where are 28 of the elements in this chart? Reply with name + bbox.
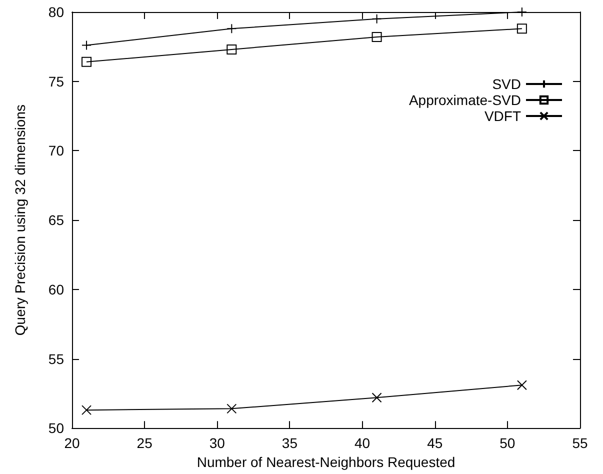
x-tick-label: 45 (427, 435, 443, 452)
y-tick-label: 65 (48, 212, 64, 228)
point (82, 56, 92, 67)
x-tick-label: 55 (572, 435, 588, 452)
point (226, 404, 237, 414)
point (516, 24, 527, 34)
point (82, 405, 92, 416)
y-tick-label: 60 (48, 281, 64, 298)
y-tick-label: 80 (48, 4, 64, 20)
x-tick-label: 30 (209, 435, 226, 452)
x-tick-label: 40 (354, 435, 370, 452)
point (372, 392, 382, 403)
x-tick-label: 35 (282, 435, 298, 452)
x-tick-label: 50 (500, 435, 516, 452)
y-tick-label: 70 (48, 142, 64, 159)
legend-label: SVD (492, 76, 521, 92)
point (226, 44, 237, 54)
y-tick-label: 75 (48, 73, 64, 90)
x-tick-label: 20 (64, 435, 80, 452)
point (516, 380, 527, 390)
legend-label: VDFT (484, 108, 522, 124)
y-tick-label: 55 (48, 350, 64, 367)
y-tick-label: 50 (48, 420, 64, 436)
point (372, 32, 382, 42)
legend-label: Approximate-SVD (408, 92, 521, 108)
x-axis-title: Number of Nearest-Neighbors Requested (196, 454, 456, 470)
y-axis-title: Query Precision using 32 dimensions (12, 104, 28, 336)
x-tick-label: 25 (136, 435, 153, 452)
